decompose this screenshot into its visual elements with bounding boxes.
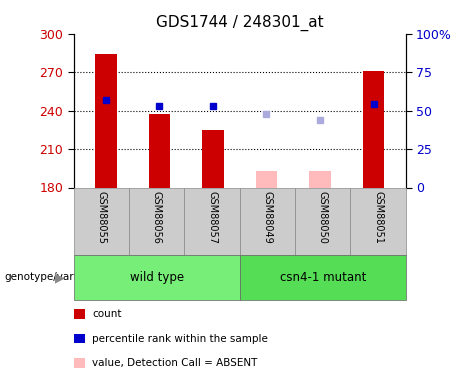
Text: GSM88051: GSM88051 [373,191,383,244]
Bar [95,54,117,188]
Text: ▶: ▶ [55,271,65,284]
Text: GSM88057: GSM88057 [207,191,217,244]
Text: count: count [92,309,122,319]
Bar [309,171,331,188]
Bar [363,71,384,188]
Text: value, Detection Call = ABSENT: value, Detection Call = ABSENT [92,358,258,368]
Text: GSM88050: GSM88050 [318,191,328,244]
Title: GDS1744 / 248301_at: GDS1744 / 248301_at [156,15,324,31]
Text: csn4-1 mutant: csn4-1 mutant [279,271,366,284]
Text: wild type: wild type [130,271,184,284]
Text: GSM88055: GSM88055 [96,191,106,244]
Text: genotype/variation: genotype/variation [5,273,104,282]
Text: GSM88056: GSM88056 [152,191,162,244]
Bar [149,114,170,188]
Bar [202,130,224,188]
Text: percentile rank within the sample: percentile rank within the sample [92,334,268,344]
Text: GSM88049: GSM88049 [262,191,272,244]
Bar [256,171,277,188]
